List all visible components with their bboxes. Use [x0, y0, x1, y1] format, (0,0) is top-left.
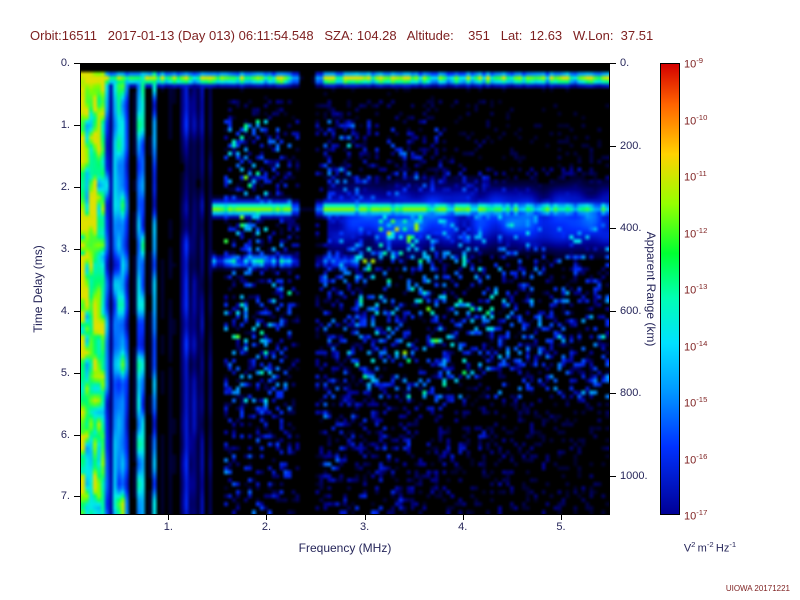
colorbar — [660, 63, 680, 515]
y-tick-left — [74, 186, 80, 188]
y-axis-label-right: Apparent Range (km) — [644, 231, 658, 347]
x-tick — [364, 515, 366, 520]
y-tick-right — [610, 393, 616, 395]
colorbar-units-label: V2 m-2 Hz-1 — [683, 540, 737, 555]
y-tick-left — [74, 496, 80, 498]
x-tick-label: 3. — [360, 521, 370, 533]
y-tick-left-label: 5. — [60, 366, 70, 379]
colorbar-tick-label: 10-14 — [684, 338, 708, 354]
y-tick-left — [74, 310, 80, 312]
y-tick-right-label: 200. — [620, 139, 642, 152]
y-tick-right-label: 1000. — [620, 469, 648, 482]
y-tick-right-label: 800. — [620, 387, 642, 400]
y-tick-left-label: 2. — [60, 180, 70, 193]
y-tick-left-label: 3. — [60, 242, 70, 255]
watermark: UIOWA 20171221 — [725, 584, 790, 593]
x-tick-label: 2. — [261, 521, 272, 533]
y-tick-left — [74, 248, 80, 250]
y-tick-left-label: 0. — [60, 57, 70, 69]
spectrogram-canvas — [81, 64, 609, 514]
y-tick-left-label: 6. — [60, 428, 70, 441]
colorbar-tick-label: 10-9 — [684, 56, 704, 71]
y-tick-right-label: 400. — [620, 222, 642, 235]
x-tick — [560, 515, 562, 520]
y-tick-right — [610, 63, 616, 64]
x-tick-label: 4. — [458, 521, 468, 533]
colorbar-tick-label: 10-12 — [684, 225, 708, 241]
colorbar-tick-label: 10-10 — [684, 112, 708, 128]
x-tick-label: 5. — [556, 521, 566, 533]
y-tick-right — [610, 145, 616, 147]
header-info: Orbit:16511 2017-01-13 (Day 013) 06:11:5… — [30, 28, 654, 43]
colorbar-tick-label: 10-16 — [684, 451, 708, 467]
x-tick — [462, 515, 464, 520]
x-tick-label: 1. — [163, 521, 173, 533]
colorbar-tick-label: 10-11 — [684, 169, 707, 184]
colorbar-tick-label: 10-13 — [684, 282, 708, 297]
plot-frame — [80, 63, 610, 515]
colorbar-tick-label: 10-17 — [684, 508, 708, 523]
y-tick-left-label: 4. — [60, 304, 70, 317]
y-tick-right-label: 600. — [620, 304, 642, 317]
x-tick — [266, 515, 268, 520]
y-axis-label-left: Time Delay (ms) — [31, 245, 45, 333]
x-axis-label: Frequency (MHz) — [298, 541, 392, 555]
y-tick-left-label: 7. — [60, 490, 70, 503]
y-tick-left — [74, 372, 80, 374]
y-tick-left — [74, 63, 80, 64]
y-tick-right — [610, 475, 616, 477]
y-tick-left-label: 1. — [60, 118, 70, 131]
x-tick — [168, 515, 170, 520]
y-tick-right — [610, 310, 616, 312]
y-tick-left — [74, 434, 80, 436]
y-tick-left — [74, 124, 80, 126]
y-tick-right-label: 0. — [620, 57, 630, 69]
colorbar-tick-label: 10-15 — [684, 395, 708, 410]
y-tick-right — [610, 228, 616, 230]
